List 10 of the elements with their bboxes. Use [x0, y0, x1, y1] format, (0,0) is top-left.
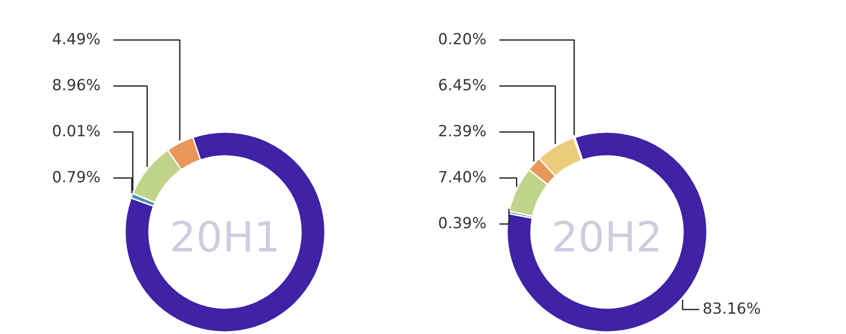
data-label: 0.79% — [53, 170, 100, 182]
data-label: 4.49% — [52, 32, 100, 44]
data-label: 7.40% — [439, 170, 486, 182]
data-label: 83.16% — [704, 302, 760, 314]
data-label: 0.01% — [53, 124, 100, 136]
data-label: 2.39% — [439, 124, 486, 136]
data-label: 0.39% — [439, 216, 486, 228]
data-label: 0.20% — [439, 32, 486, 44]
data-label: 6.45% — [439, 78, 486, 90]
data-label: 8.96% — [53, 78, 100, 90]
